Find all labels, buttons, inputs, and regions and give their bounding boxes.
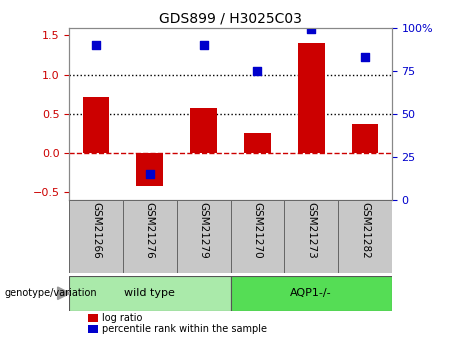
Bar xyxy=(69,276,230,310)
Bar xyxy=(298,43,325,153)
Text: GSM21270: GSM21270 xyxy=(252,202,262,259)
Bar xyxy=(230,200,284,273)
Point xyxy=(200,42,207,48)
Point xyxy=(361,54,369,60)
Bar xyxy=(338,200,392,273)
Point xyxy=(146,171,154,177)
Text: GSM21273: GSM21273 xyxy=(306,202,316,259)
Text: GSM21266: GSM21266 xyxy=(91,202,101,259)
Bar xyxy=(190,108,217,153)
Text: AQP1-/-: AQP1-/- xyxy=(290,288,332,298)
Bar xyxy=(351,124,378,153)
Title: GDS899 / H3025C03: GDS899 / H3025C03 xyxy=(159,11,302,25)
Text: percentile rank within the sample: percentile rank within the sample xyxy=(102,324,267,334)
Point xyxy=(254,68,261,73)
Bar xyxy=(123,200,177,273)
Bar xyxy=(69,200,123,273)
Text: wild type: wild type xyxy=(124,288,175,298)
Bar xyxy=(177,200,230,273)
Bar xyxy=(244,134,271,153)
Text: log ratio: log ratio xyxy=(102,313,143,323)
Point xyxy=(307,27,315,32)
Text: GSM21282: GSM21282 xyxy=(360,202,370,259)
Text: GSM21279: GSM21279 xyxy=(199,202,209,259)
Text: GSM21276: GSM21276 xyxy=(145,202,155,259)
Bar xyxy=(230,276,392,310)
Point xyxy=(92,42,100,48)
Bar xyxy=(284,200,338,273)
Bar xyxy=(83,97,109,153)
Text: genotype/variation: genotype/variation xyxy=(5,288,97,298)
Bar xyxy=(136,153,163,186)
